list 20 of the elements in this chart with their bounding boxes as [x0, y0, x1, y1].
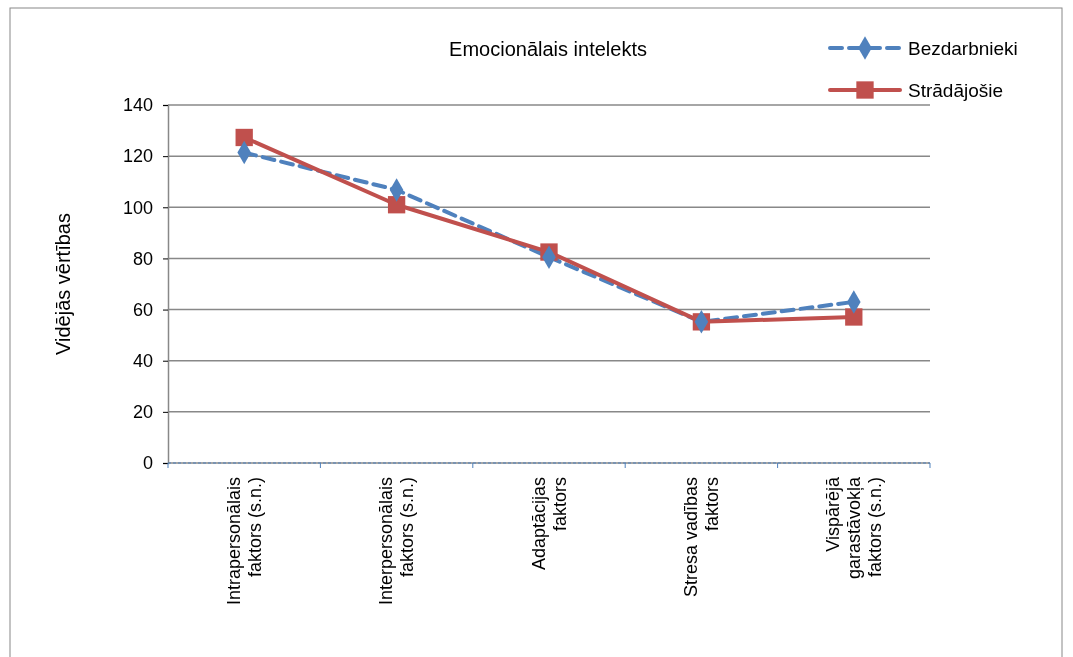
legend-label: Strādājošie	[908, 80, 1004, 101]
y-tick-label: 60	[132, 299, 153, 320]
x-tick-label: Adaptācijas faktors	[528, 477, 570, 571]
x-tick-label: Vispārējā garastāvokļa faktors (s.n.)	[822, 476, 885, 580]
y-tick-label: 140	[122, 95, 153, 116]
point	[235, 128, 253, 147]
y-tick-label: 0	[142, 453, 153, 474]
y-tick-label: 120	[122, 146, 153, 167]
y-tick-label: 20	[132, 402, 153, 423]
y-axis-title: Vidējās vērtības	[52, 213, 74, 355]
y-tick-label: 40	[132, 350, 153, 371]
legend-label: Bezdarbnieki	[908, 38, 1018, 59]
y-tick-label: 100	[122, 197, 153, 218]
chart-title: Emocionālais intelekts	[449, 38, 647, 60]
x-tick-label: Interpersonālais faktors (s.n.)	[376, 477, 418, 606]
x-tick-label: Intrapersonālais faktors (s.n.)	[223, 477, 265, 606]
x-tick-label: Stresa vadības faktors	[680, 477, 722, 598]
y-tick-label: 80	[132, 248, 153, 269]
point	[845, 308, 863, 326]
point	[387, 196, 406, 214]
